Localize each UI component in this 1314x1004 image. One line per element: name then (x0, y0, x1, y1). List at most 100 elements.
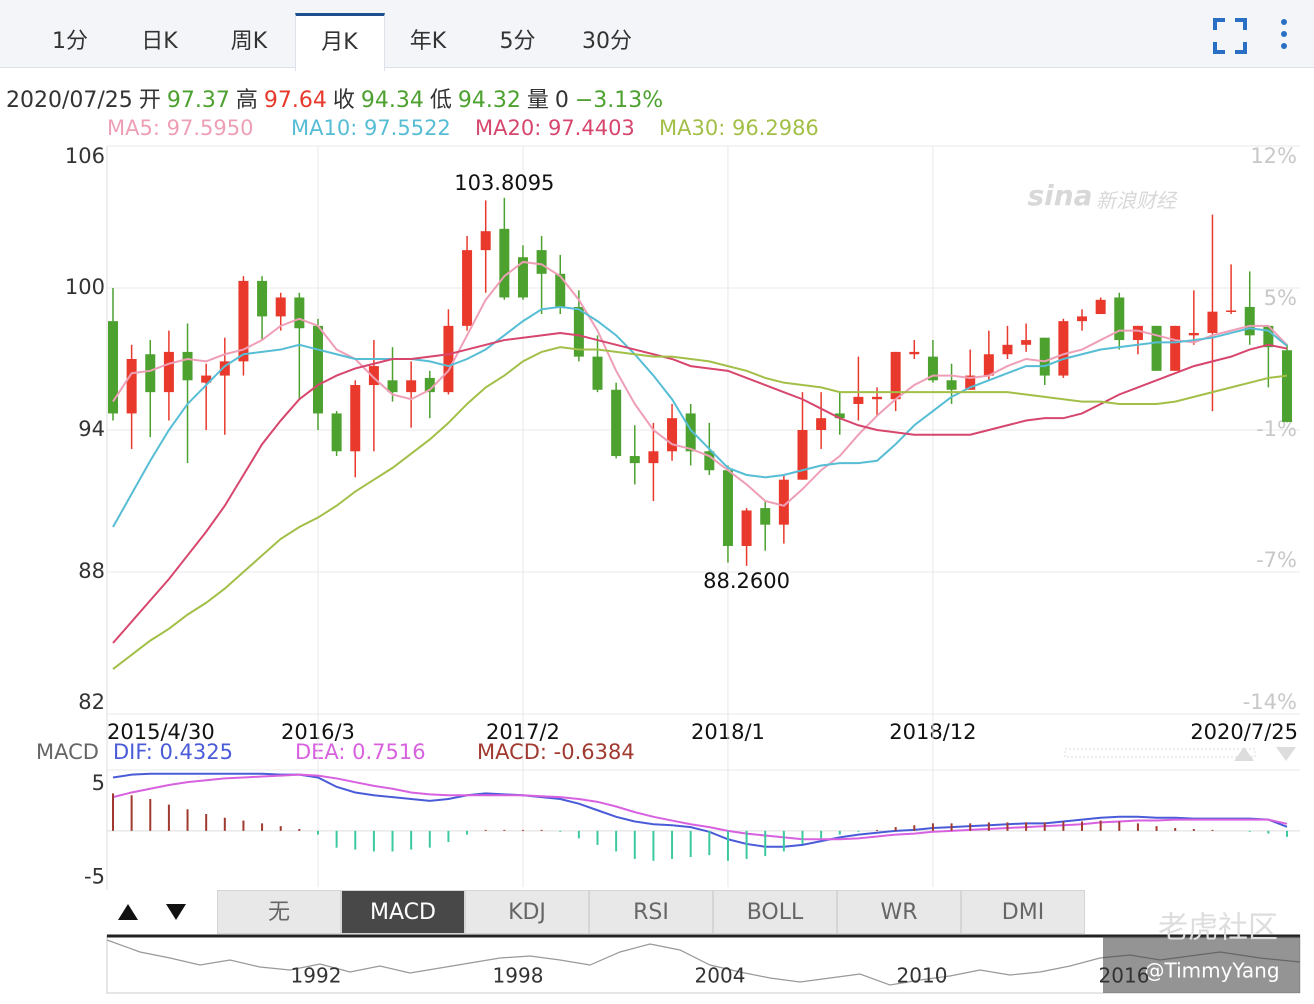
candle-body (1002, 344, 1013, 355)
info-value: 0 (554, 88, 569, 113)
candle-body (294, 297, 305, 329)
candle-body (1226, 310, 1237, 312)
info-label: 高 (235, 88, 258, 113)
indicator-tab[interactable]: MACD (341, 890, 465, 934)
info-label: 量 (526, 88, 549, 113)
info-label: 收 (332, 88, 355, 113)
y-tick-label: 5 (92, 771, 105, 795)
candle-body (629, 456, 640, 464)
candle-body (1039, 337, 1050, 376)
tab[interactable]: 30分 (582, 29, 632, 54)
tab[interactable]: 5分 (499, 29, 536, 54)
y-tick-label: 106 (65, 144, 105, 168)
candle-body (126, 359, 137, 414)
candle-body (1263, 325, 1274, 348)
candle-body (834, 413, 845, 419)
tab[interactable]: 1分 (52, 29, 88, 54)
candle-body (201, 375, 212, 383)
candle-body (1114, 297, 1125, 341)
candle-body (1170, 325, 1181, 371)
y2-tick-label: -7% (1256, 548, 1297, 572)
indicator-tab[interactable]: BOLL (713, 890, 837, 934)
candle-body (1282, 350, 1292, 422)
candle-body (350, 385, 361, 452)
scroll-up[interactable] (118, 904, 138, 920)
candle-body (312, 325, 323, 414)
candle-body (909, 351, 920, 355)
legend-entry: MA30: 96.2986 (659, 116, 819, 140)
macd-line (112, 773, 1288, 841)
y-tick-label: 100 (65, 275, 105, 299)
indicator-tab[interactable]: 无 (217, 890, 341, 934)
legend-entry: MA5: 97.5950 (107, 116, 254, 140)
candle-body (778, 479, 789, 525)
candle-body (573, 306, 584, 357)
ma-legend: MA5: 97.5950 MA10: 97.5522 MA20: 97.4403 MA… (107, 116, 843, 140)
candle-body (890, 351, 901, 400)
x-tick-label: 2020/7/25 (1190, 720, 1298, 744)
scroll-down[interactable] (166, 904, 186, 920)
candle-body (238, 280, 249, 362)
info-date: 2020/07/25 (6, 88, 133, 113)
candle-body (1151, 325, 1162, 371)
tab[interactable]: 日K (141, 29, 178, 54)
ma-line (112, 331, 1288, 644)
navigator-year: 2016 (1099, 964, 1150, 988)
navigator-year: 1992 (291, 964, 342, 988)
info-change: −3.13% (574, 88, 664, 113)
candle-body (424, 377, 435, 393)
candle-body (685, 413, 696, 452)
tab[interactable]: 周K (230, 29, 268, 54)
watermark-tiger: 老虎社区 (1158, 911, 1278, 946)
candle-body (368, 366, 379, 386)
range-slider[interactable] (1064, 747, 1296, 761)
candle-body (163, 351, 174, 393)
y-tick-label: 88 (78, 559, 105, 583)
ma-line (112, 260, 1288, 507)
watermark-user: @TimmyYang (1144, 959, 1279, 983)
navigator-year: 2010 (897, 964, 948, 988)
info-line: 2020/07/25 开 97.37 高 97.64 收 94.34 低 94.32 量 0 −3.1… (6, 82, 669, 114)
indicator-tab[interactable]: RSI (589, 890, 713, 934)
navigator-year: 1998 (493, 964, 544, 988)
candle-body (275, 297, 286, 317)
candle-body (480, 231, 491, 251)
indicator-tab[interactable]: KDJ (465, 890, 589, 934)
tab[interactable]: 月K (294, 13, 385, 71)
candle-body (927, 356, 938, 381)
legend-entry: MA20: 97.4403 (475, 116, 635, 140)
candle-body (704, 451, 715, 471)
candle-body (722, 470, 733, 546)
tab[interactable]: 年K (409, 29, 447, 54)
candle-body (499, 228, 510, 298)
indicator-tab[interactable]: WR (837, 890, 961, 934)
info-value: 94.32 (457, 88, 521, 113)
candle-body (648, 451, 659, 464)
menu-icon[interactable] (1281, 19, 1287, 49)
candle-body (555, 273, 566, 307)
indicator-tab[interactable]: DMI (961, 890, 1085, 934)
macd-line (112, 772, 1288, 848)
y-tick-label: -5 (84, 865, 105, 889)
candle-body (983, 354, 994, 376)
candle-body (872, 396, 883, 400)
navigator-year: 2004 (695, 964, 746, 988)
candle-body (182, 351, 193, 381)
candle-body (1207, 311, 1218, 333)
candle-body (517, 257, 528, 298)
candle-body (1132, 325, 1143, 341)
max-label: 103.8095 (454, 171, 554, 195)
candle-body (816, 418, 827, 430)
candle-body (1188, 332, 1199, 336)
legend-entry: MA10: 97.5522 (291, 116, 451, 140)
candle-body (667, 418, 678, 452)
info-label: 开 (138, 88, 161, 113)
info-value: 97.64 (263, 88, 327, 113)
ma-line (112, 305, 1288, 528)
legend-entry: MACD: -0.6384 (476, 740, 635, 764)
indicator-bar: 无 MACD KDJ RSI BOLL WR DMI (107, 890, 1085, 934)
fullscreen-icon[interactable] (1213, 18, 1247, 54)
info-value: 94.34 (360, 88, 424, 113)
